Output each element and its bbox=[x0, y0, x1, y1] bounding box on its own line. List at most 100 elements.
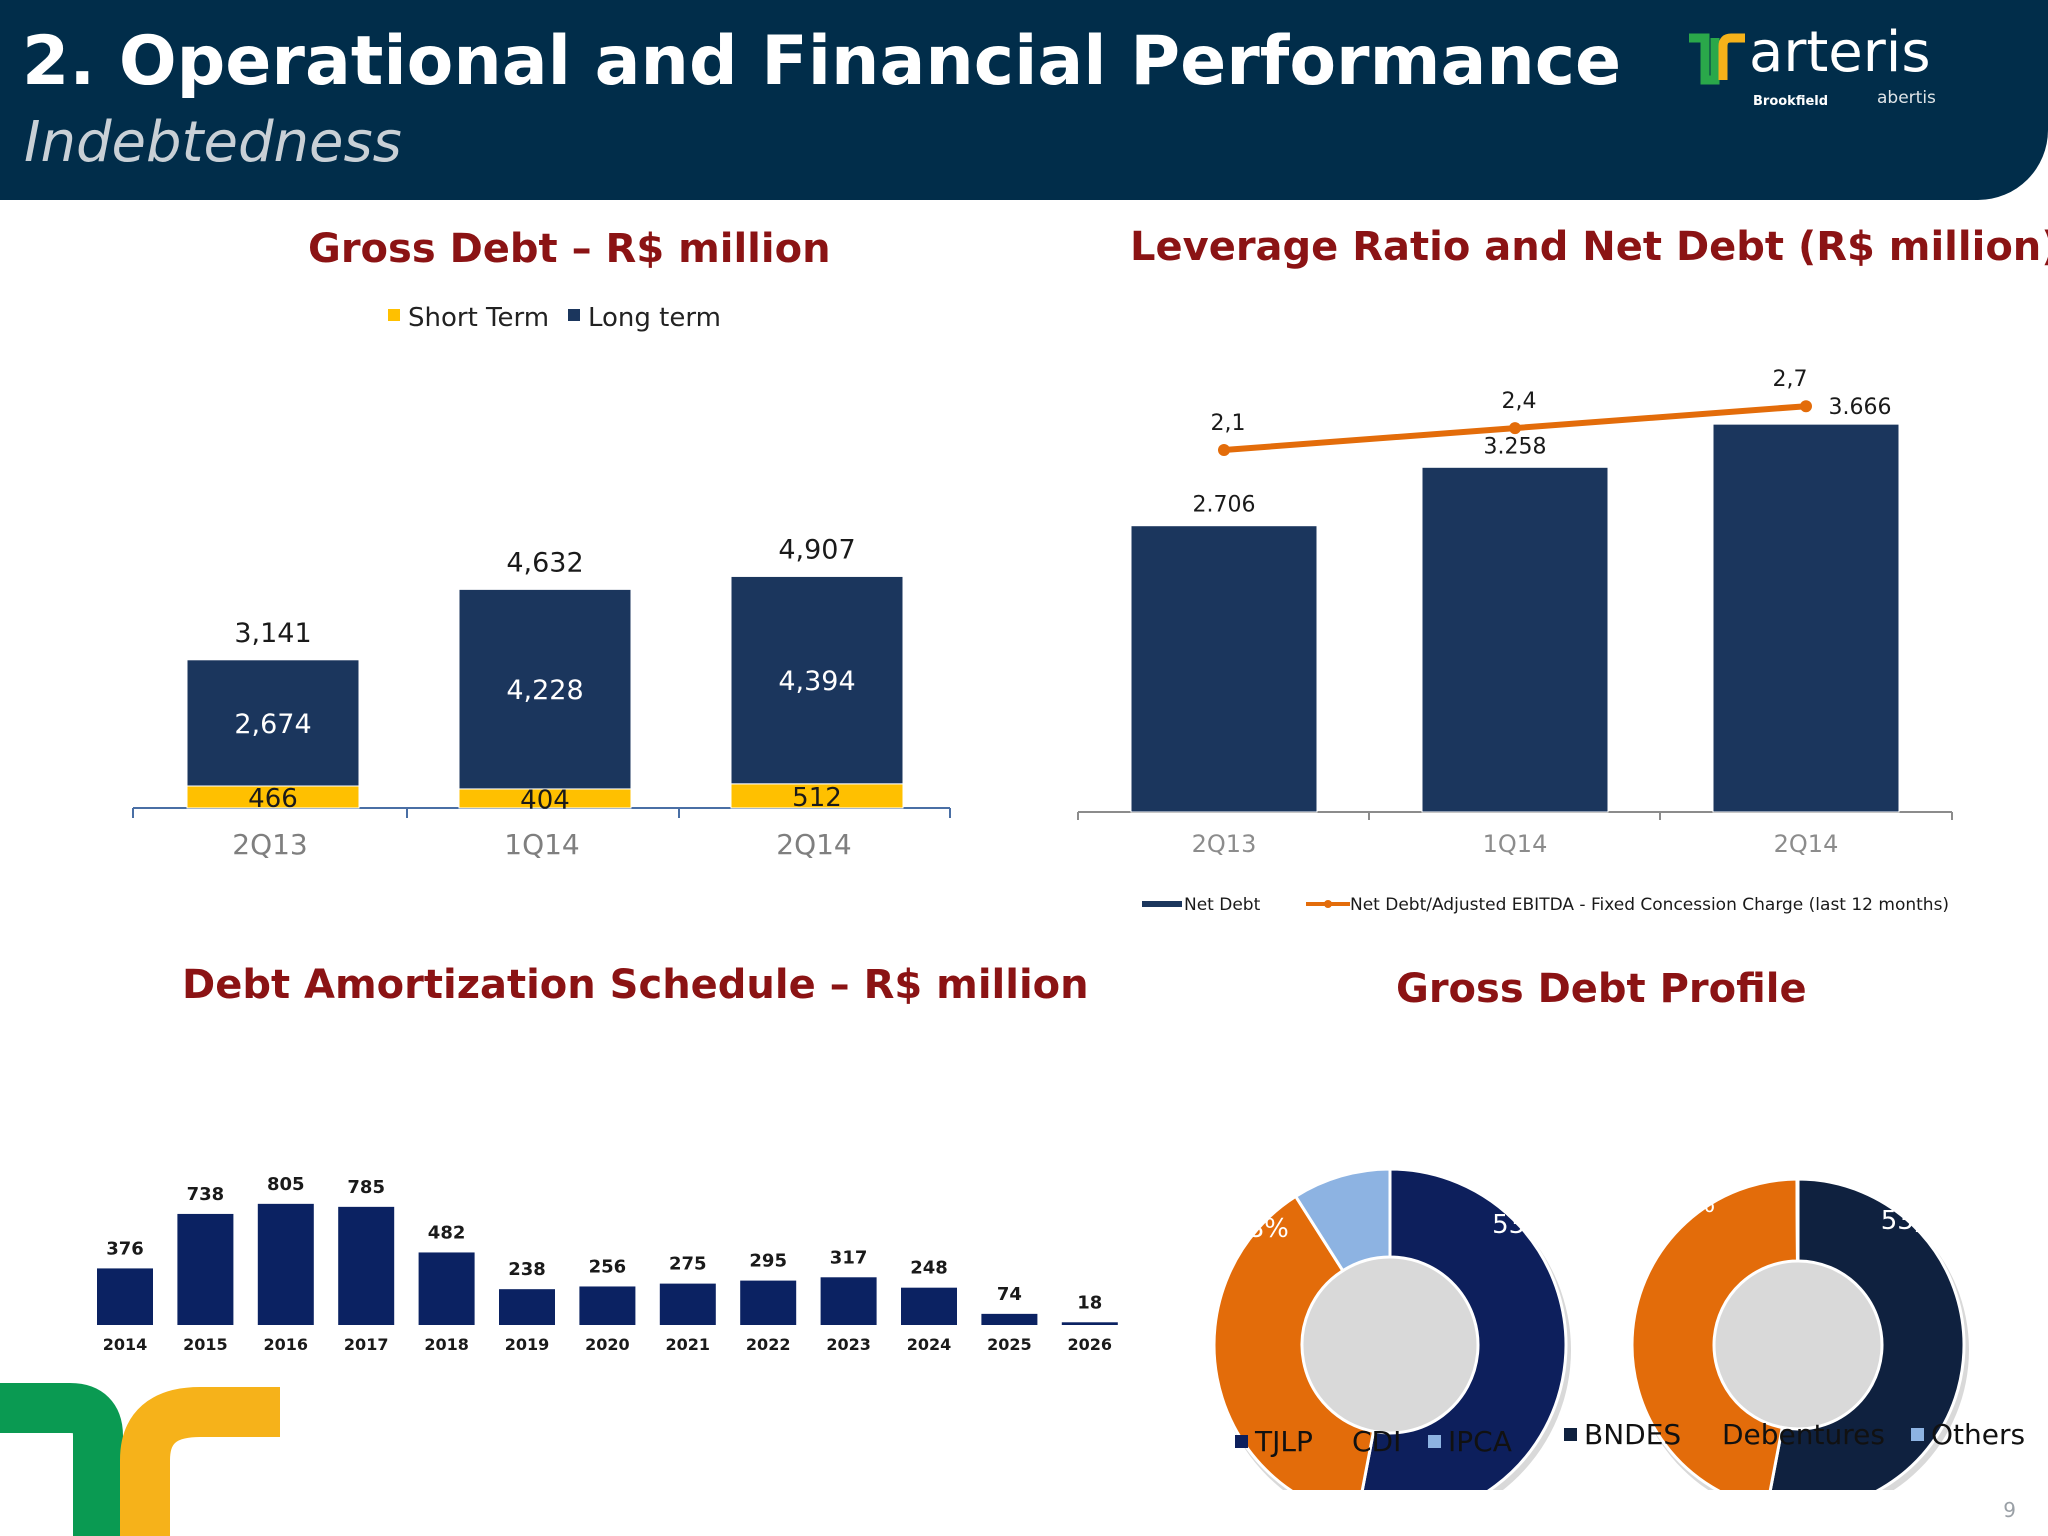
arteris-logo-icon bbox=[1689, 33, 1745, 85]
bar-long-term bbox=[730, 575, 904, 785]
x-tick-label: 2023 bbox=[826, 1335, 871, 1354]
bar-amortization bbox=[981, 1313, 1038, 1325]
profile-title: Gross Debt Profile bbox=[1396, 966, 1807, 1012]
x-tick-label: 2016 bbox=[264, 1335, 309, 1354]
legend-swatch-cdi bbox=[1332, 1435, 1345, 1448]
page-number: 9 bbox=[2003, 1498, 2016, 1522]
data-label-amortization: 74 bbox=[997, 1284, 1022, 1305]
gross-debt-profile-charts: 53% 38% 9% 53,0% 46,9% 0,1% TJLP CDI IPCA BNDES De… bbox=[1212, 1080, 2025, 1490]
data-label-amortization: 376 bbox=[106, 1238, 144, 1259]
x-tick-label: 2020 bbox=[585, 1335, 630, 1354]
x-tick-label: 2Q13 bbox=[232, 828, 307, 861]
x-tick-label: 2014 bbox=[103, 1335, 148, 1354]
x-tick-label: 2Q14 bbox=[1774, 830, 1839, 858]
legend-label-net-debt: Net Debt bbox=[1184, 895, 1261, 915]
logo-text: arteris bbox=[1749, 20, 1931, 85]
legend-swatch-long-term bbox=[568, 309, 580, 321]
data-label-short-term: 404 bbox=[520, 785, 570, 815]
leverage-title: Leverage Ratio and Net Debt (R$ million) bbox=[1130, 224, 2048, 270]
bar-amortization bbox=[579, 1286, 636, 1325]
marker-net-debt-ebitda bbox=[1800, 400, 1812, 413]
header-banner: 2. Operational and Financial Performance… bbox=[0, 0, 2048, 200]
bar-net-debt bbox=[1130, 525, 1318, 813]
index-donut-slice-ipca bbox=[1293, 1167, 1392, 1273]
bar-net-debt bbox=[1421, 466, 1609, 813]
arteris-logo: arteris Brookfield abertis bbox=[1685, 20, 1945, 130]
legend-label-tjlp: TJLP bbox=[1254, 1425, 1313, 1458]
legend-label-ipca: IPCA bbox=[1448, 1425, 1512, 1458]
legend-label-debentures: Debentures bbox=[1722, 1418, 1885, 1451]
x-tick-label: 1Q14 bbox=[1483, 830, 1548, 858]
legend-label-net-debt-ebitda: Net Debt/Adjusted EBITDA - Fixed Concess… bbox=[1350, 895, 1949, 915]
data-label-amortization: 18 bbox=[1077, 1292, 1102, 1313]
data-label-long-term: 2,674 bbox=[234, 709, 311, 740]
creditor-donut-slice-bndes bbox=[1768, 1177, 1966, 1490]
bar-amortization bbox=[177, 1213, 234, 1325]
legend-swatch-ipca bbox=[1428, 1435, 1441, 1448]
bar-amortization bbox=[659, 1283, 716, 1325]
legend-label-cdi: CDI bbox=[1352, 1425, 1401, 1458]
amortization-title: Debt Amortization Schedule – R$ million bbox=[182, 962, 1089, 1008]
bar-long-term bbox=[186, 659, 360, 787]
legend-label-others: Others bbox=[1931, 1418, 2025, 1451]
data-label-amortization: 738 bbox=[187, 1184, 225, 1205]
x-tick-label: 2022 bbox=[746, 1335, 791, 1354]
bar-amortization bbox=[901, 1287, 957, 1325]
gross-debt-title: Gross Debt – R$ million bbox=[308, 226, 831, 272]
bar-amortization bbox=[97, 1268, 153, 1325]
x-tick-label: 2024 bbox=[907, 1335, 952, 1354]
data-label-amortization: 785 bbox=[347, 1177, 385, 1198]
data-label-net-debt-ebitda: 2,7 bbox=[1773, 367, 1808, 392]
bar-net-debt bbox=[1712, 423, 1900, 813]
data-label-net-debt-ebitda: 2,4 bbox=[1502, 389, 1537, 414]
bar-amortization bbox=[418, 1252, 475, 1325]
data-label-total: 3,141 bbox=[234, 618, 311, 649]
data-label-long-term: 4,394 bbox=[778, 666, 855, 697]
amortization-chart: 376 2014 738 2015 805 2016 785 2017 482 2018 238 20… bbox=[97, 1174, 1118, 1354]
leverage-chart: 2.706 2Q13 3.258 1Q14 3.666 2Q14 2,1 2,4 2,7 Net … bbox=[1077, 367, 1953, 915]
index-donut-slice-label: 9% bbox=[1330, 1085, 1371, 1115]
x-tick-label: 2017 bbox=[344, 1335, 389, 1354]
legend-swatch-net-debt bbox=[1142, 901, 1182, 907]
bar-long-term bbox=[458, 588, 632, 790]
marker-net-debt-ebitda bbox=[1509, 422, 1521, 435]
index-donut-slice-label: 38% bbox=[1231, 1214, 1289, 1244]
data-label-net-debt-ebitda: 2,1 bbox=[1211, 411, 1246, 436]
bar-amortization bbox=[740, 1280, 797, 1325]
creditor-donut-slice-debentures bbox=[1630, 1177, 1799, 1490]
data-label-amortization: 805 bbox=[267, 1174, 305, 1195]
data-label-net-debt: 3.258 bbox=[1484, 434, 1547, 459]
legend-swatch-bndes bbox=[1564, 1428, 1577, 1441]
bar-amortization bbox=[820, 1277, 877, 1325]
data-label-total: 4,632 bbox=[506, 547, 583, 578]
marker-net-debt-ebitda bbox=[1218, 444, 1230, 456]
data-label-short-term: 466 bbox=[248, 784, 298, 814]
data-label-total: 4,907 bbox=[778, 534, 855, 565]
x-tick-label: 2Q13 bbox=[1192, 830, 1257, 858]
data-label-amortization: 317 bbox=[830, 1247, 868, 1268]
x-tick-label: 2019 bbox=[505, 1335, 550, 1354]
page-title: 2. Operational and Financial Performance bbox=[22, 22, 1622, 101]
x-tick-label: 2015 bbox=[183, 1335, 228, 1354]
index-donut-slice-tjlp bbox=[1360, 1167, 1568, 1490]
logo-brookfield: Brookfield bbox=[1753, 94, 1829, 109]
legend-swatch-tjlp bbox=[1235, 1435, 1248, 1448]
data-label-net-debt: 3.666 bbox=[1829, 395, 1892, 420]
x-tick-label: 2018 bbox=[424, 1335, 469, 1354]
bar-short-term bbox=[730, 783, 904, 809]
data-label-amortization: 295 bbox=[749, 1251, 787, 1272]
index-donut-slice-label: 53% bbox=[1492, 1210, 1550, 1240]
legend-label-bndes: BNDES bbox=[1584, 1418, 1681, 1451]
legend-label-short-term: Short Term bbox=[408, 303, 549, 333]
creditor-donut-slice-label: 0,1% bbox=[1748, 1080, 1814, 1110]
data-label-amortization: 275 bbox=[669, 1254, 707, 1275]
bar-amortization bbox=[499, 1289, 555, 1325]
legend-marker-net-debt-ebitda bbox=[1324, 900, 1332, 908]
page-subtitle: Indebtedness bbox=[24, 110, 402, 175]
data-label-short-term: 512 bbox=[792, 783, 842, 813]
data-label-long-term: 4,228 bbox=[506, 675, 583, 706]
x-tick-label: 2Q14 bbox=[776, 828, 851, 861]
x-tick-label: 1Q14 bbox=[504, 828, 579, 861]
legend-swatch-short-term bbox=[388, 309, 400, 321]
x-tick-label: 2026 bbox=[1068, 1335, 1113, 1354]
